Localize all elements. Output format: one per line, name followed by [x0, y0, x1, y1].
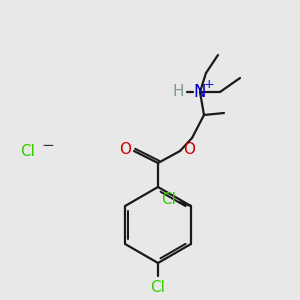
Text: N: N — [194, 83, 206, 101]
Text: −: − — [42, 137, 54, 152]
Text: Cl: Cl — [21, 145, 35, 160]
Text: H: H — [172, 85, 184, 100]
Text: O: O — [183, 142, 195, 158]
Text: Cl: Cl — [161, 193, 176, 208]
Text: O: O — [119, 142, 131, 158]
Text: Cl: Cl — [151, 280, 165, 295]
Text: +: + — [204, 79, 214, 92]
